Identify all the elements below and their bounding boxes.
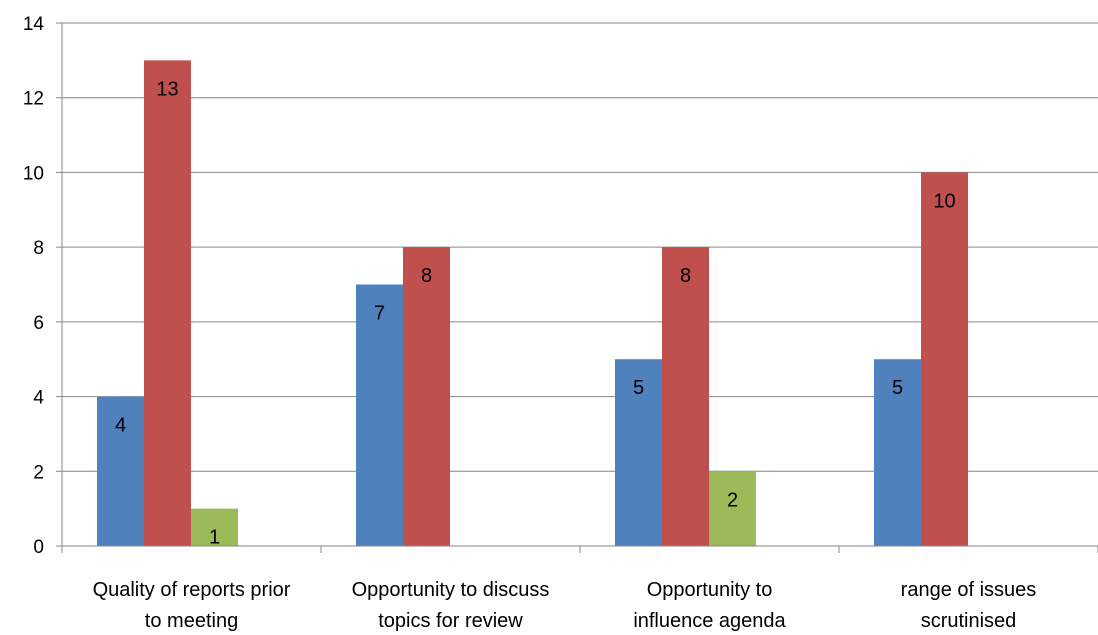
y-axis-tick-labels: 0 2 4 6 8 10 12 14 (23, 14, 45, 558)
bar (191, 508, 238, 546)
data-label: 8 (421, 265, 432, 287)
x-category-label-line: Quality of reports prior (93, 579, 291, 601)
x-axis-category-labels: Quality of reports prior to meeting Opport… (93, 579, 1037, 632)
bar (615, 359, 662, 546)
x-category-label-line: scrutinised (921, 610, 1017, 632)
y-tick-label: 0 (33, 537, 44, 558)
x-category-label-line: influence agenda (633, 610, 786, 632)
x-category-label: range of issues scrutinised (901, 579, 1037, 632)
y-tick-label: 14 (23, 14, 45, 35)
bar (709, 471, 756, 546)
y-tick-label: 10 (23, 163, 44, 184)
data-label: 7 (374, 303, 385, 325)
data-label: 4 (115, 415, 126, 437)
data-label: 10 (933, 190, 955, 212)
data-label: 1 (209, 527, 220, 549)
data-label: 13 (156, 78, 178, 100)
data-label: 2 (727, 489, 738, 511)
x-category-label: Quality of reports prior to meeting (93, 579, 291, 632)
x-category-label-line: Opportunity to (647, 579, 773, 601)
y-tick-label: 8 (33, 238, 44, 259)
data-label: 5 (633, 377, 644, 399)
bar (144, 60, 191, 546)
bar (403, 247, 450, 546)
bars (97, 60, 968, 546)
axes (61, 23, 1098, 553)
x-category-label-line: to meeting (145, 610, 238, 632)
x-category-label-line: topics for review (378, 610, 523, 632)
y-tick-label: 12 (23, 89, 44, 110)
y-tick-label: 2 (33, 462, 44, 483)
bar (356, 284, 403, 546)
x-category-label-line: range of issues (901, 579, 1037, 601)
x-category-label: Opportunity to discuss topics for review (352, 579, 550, 632)
x-category-label-line: Opportunity to discuss (352, 579, 550, 601)
bar (874, 359, 921, 546)
data-label: 5 (892, 377, 903, 399)
data-label: 8 (680, 265, 691, 287)
y-tick-label: 6 (33, 313, 44, 334)
x-category-label: Opportunity to influence agenda (633, 579, 786, 632)
bar (921, 172, 968, 546)
y-tick-label: 4 (33, 388, 44, 409)
bar (97, 396, 144, 546)
bar (662, 247, 709, 546)
